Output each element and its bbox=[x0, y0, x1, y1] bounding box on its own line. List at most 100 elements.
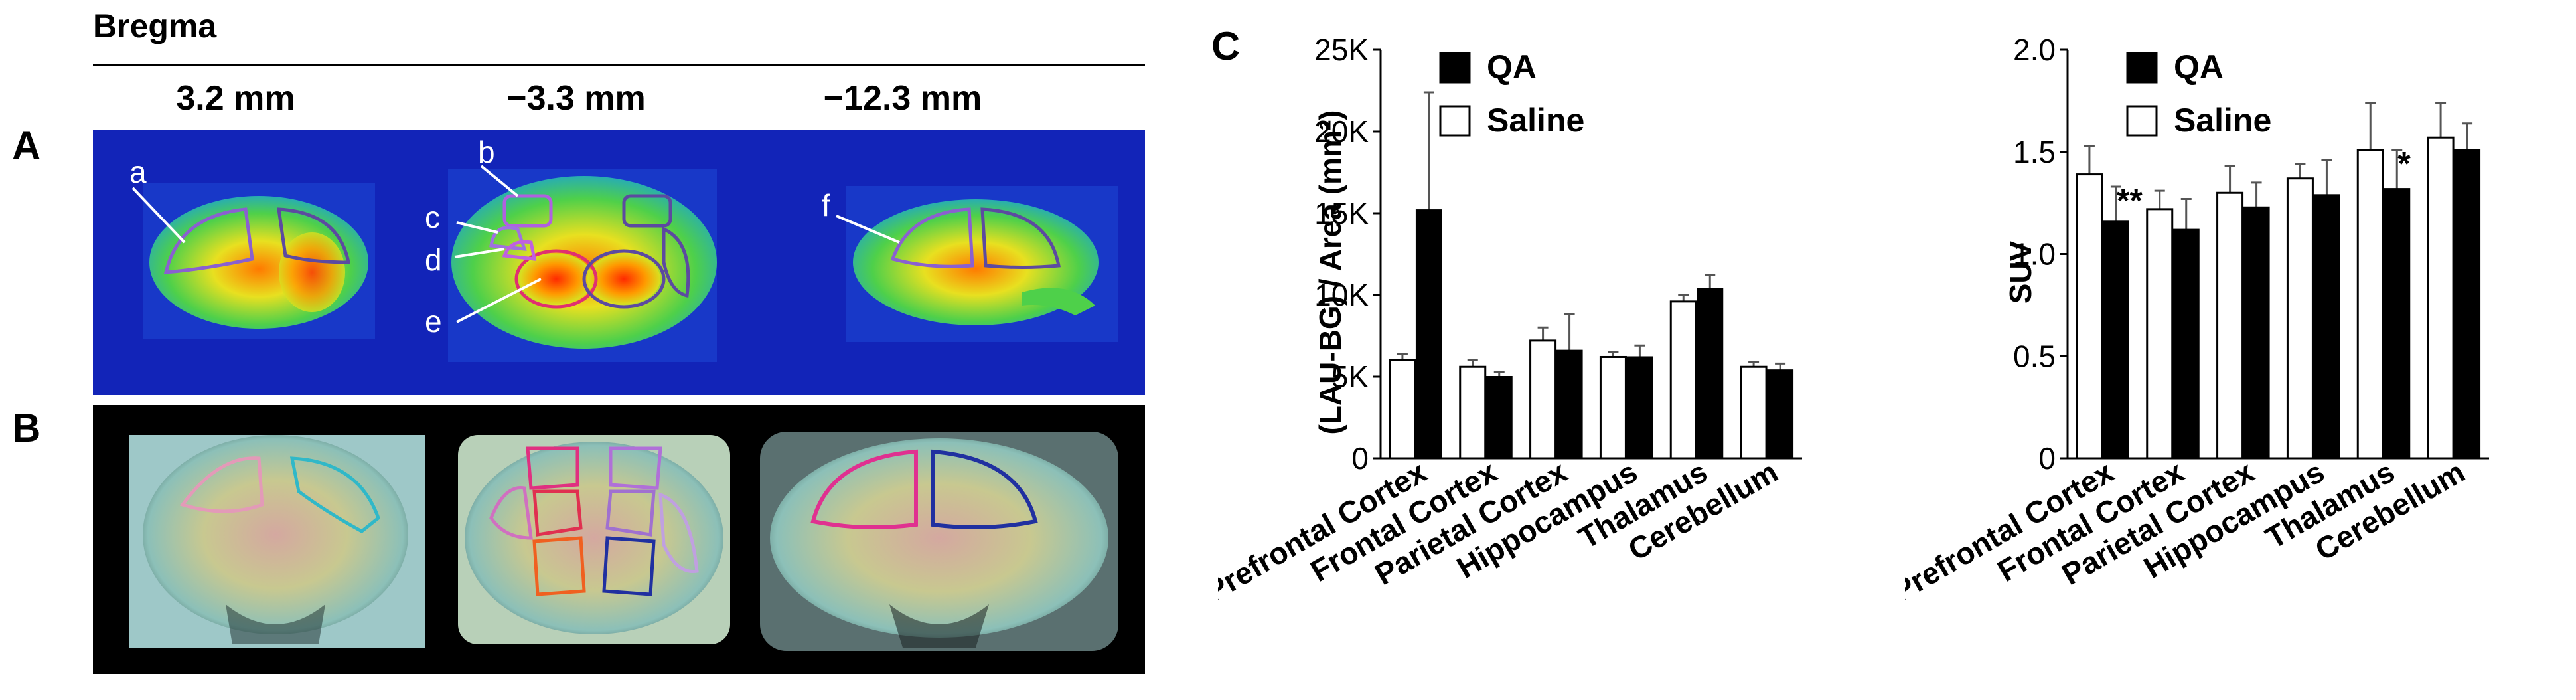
significance-marker: ** bbox=[2117, 182, 2143, 219]
region-label-f: f bbox=[822, 188, 830, 222]
region-label-c: c bbox=[425, 200, 440, 234]
chart-lau-area: 0 5K 10K 15K 20K 25K Prefrontal CortexFrontal… bbox=[1218, 33, 1802, 609]
slice-2-hotspot-right bbox=[587, 254, 660, 304]
roi-b-right bbox=[622, 194, 672, 228]
slice-1-hotspot bbox=[279, 232, 345, 312]
roi-f-left bbox=[890, 207, 974, 268]
bar-saline bbox=[2216, 191, 2244, 460]
mri-roi-2-c bbox=[489, 486, 533, 540]
mri-roi-2-d-right bbox=[605, 489, 656, 537]
bar-saline bbox=[2356, 149, 2384, 460]
mri-roi-2-d-left bbox=[532, 489, 583, 537]
chart-2-bars bbox=[2076, 102, 2481, 460]
legend-label-qa: QA bbox=[1487, 48, 1537, 86]
pointer-d bbox=[454, 248, 505, 258]
chart-2-legend: QA Saline bbox=[2126, 48, 2271, 139]
pointer-a bbox=[131, 187, 186, 244]
chart-1-legend: QA Saline bbox=[1439, 48, 1584, 139]
mri-roi-2-e-left bbox=[532, 536, 586, 596]
panel-a-pet-images: a b c d e f bbox=[93, 130, 1145, 395]
roi-e-right bbox=[582, 249, 666, 309]
legend-label-saline: Saline bbox=[1487, 102, 1584, 139]
y-tick-label: 1.5 bbox=[2013, 135, 2056, 169]
legend-swatch-saline bbox=[2126, 105, 2158, 137]
bar-saline bbox=[2427, 136, 2455, 460]
mri-slices-svg bbox=[129, 432, 1118, 651]
roi-f-right bbox=[980, 207, 1061, 269]
roi-c-right bbox=[662, 226, 690, 298]
panel-letter-b: B bbox=[12, 406, 41, 450]
mri-roi-2-b-right bbox=[609, 446, 662, 490]
chart-1-bars bbox=[1389, 91, 1794, 460]
panel-letter-c: C bbox=[1211, 24, 1241, 68]
bar-qa bbox=[2102, 220, 2129, 459]
bregma-label: Bregma bbox=[93, 7, 217, 44]
bar-qa bbox=[1415, 209, 1442, 459]
bar-saline bbox=[1669, 300, 1697, 460]
roi-e bbox=[514, 249, 598, 309]
mri-slice-1-stem bbox=[226, 604, 325, 644]
legend-swatch-qa bbox=[1439, 52, 1471, 84]
mri-slice-1-brain bbox=[143, 435, 408, 634]
mri-roi-2-e-right bbox=[602, 536, 656, 596]
pointer-c bbox=[456, 221, 498, 234]
y-tick-label: 20K bbox=[1314, 114, 1369, 149]
chart-2-annotations: *** bbox=[2117, 145, 2411, 219]
y-tick-label: 2.0 bbox=[2013, 33, 2056, 67]
roi-c bbox=[489, 226, 527, 251]
mri-slice-3-brain bbox=[770, 438, 1108, 638]
roi-d bbox=[502, 240, 537, 261]
roi-b bbox=[502, 194, 553, 228]
y-tick-label: 1.0 bbox=[2013, 237, 2056, 272]
y-tick-label: 0.5 bbox=[2013, 339, 2056, 373]
significance-marker: * bbox=[2397, 145, 2411, 183]
chart-2-ticks: 0 0.5 1.0 1.5 2.0 bbox=[2013, 33, 2068, 476]
y-tick-label: 0 bbox=[1351, 441, 1369, 476]
roi-a-right bbox=[277, 207, 351, 264]
position-label-1: 3.2 mm bbox=[176, 79, 295, 118]
bar-saline bbox=[1740, 365, 1768, 460]
bar-saline bbox=[1459, 365, 1487, 460]
mri-roi-1-right bbox=[289, 456, 380, 533]
slice-2-brain bbox=[451, 176, 717, 349]
slice-2-hotspot-left bbox=[520, 254, 593, 304]
bar-qa bbox=[1556, 349, 1583, 460]
y-tick-label: 10K bbox=[1314, 278, 1369, 312]
bar-saline bbox=[2286, 177, 2314, 460]
region-label-e: e bbox=[425, 304, 442, 339]
y-tick-label: 25K bbox=[1314, 33, 1369, 67]
y-tick-label: 5K bbox=[1331, 359, 1369, 394]
chart-1-axes bbox=[1379, 50, 1802, 460]
region-label-d: d bbox=[425, 242, 442, 277]
bar-qa bbox=[2384, 188, 2411, 459]
y-tick-label: 0 bbox=[2038, 441, 2056, 476]
mri-roi-3-left bbox=[810, 449, 918, 529]
mri-roi-2-c-right bbox=[658, 492, 699, 573]
pointer-e bbox=[456, 278, 542, 323]
mri-roi-1-left bbox=[179, 456, 264, 513]
y-tick-label: 15K bbox=[1314, 196, 1369, 230]
panel-letter-a: A bbox=[12, 124, 41, 168]
legend-swatch-qa bbox=[2126, 52, 2158, 84]
chart-1-ticks: 0 5K 10K 15K 20K 25K bbox=[1314, 33, 1381, 476]
bar-qa bbox=[1485, 376, 1513, 459]
bar-qa bbox=[1626, 356, 1653, 459]
bar-saline bbox=[2146, 208, 2174, 460]
bar-saline bbox=[1389, 359, 1416, 460]
region-label-a: a bbox=[129, 155, 147, 189]
roi-a-left bbox=[163, 207, 254, 274]
pointer-f bbox=[836, 215, 900, 244]
mri-roi-3-right bbox=[931, 449, 1038, 529]
position-label-2: −3.3 mm bbox=[506, 79, 646, 118]
panel-b-mri-overlays bbox=[93, 405, 1145, 674]
pointer-b bbox=[480, 165, 519, 197]
mri-slice-2-brain bbox=[465, 442, 723, 634]
bar-saline bbox=[2076, 173, 2103, 460]
mri-slice-3-stem bbox=[889, 604, 989, 648]
legend-label-qa: QA bbox=[2174, 48, 2224, 86]
chart-1-ylabel: (LAU-BG) / Area (mm²) bbox=[1313, 110, 1347, 435]
legend-label-saline: Saline bbox=[2174, 102, 2271, 139]
